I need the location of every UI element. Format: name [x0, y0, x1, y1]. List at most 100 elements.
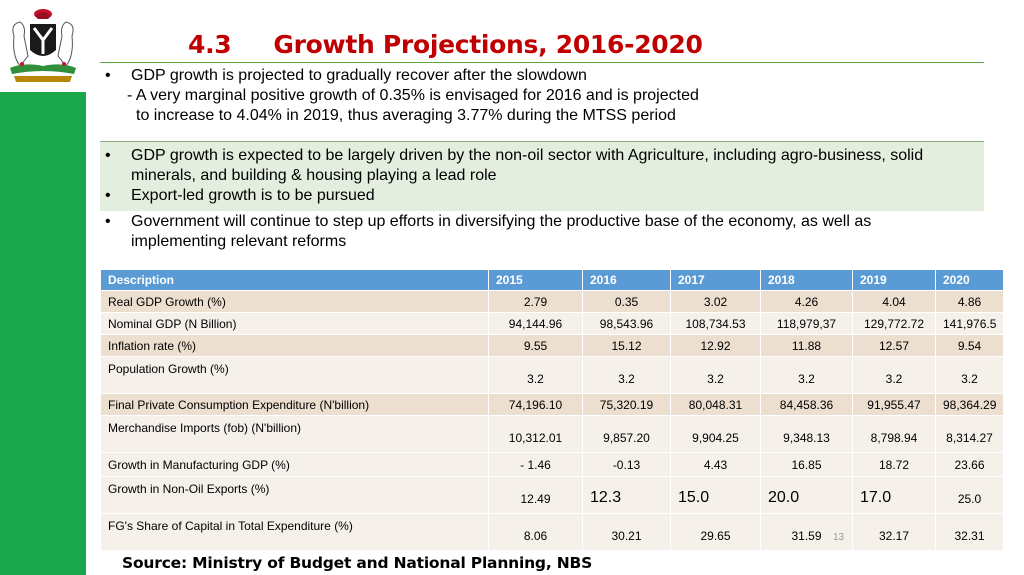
table-cell: 12.3	[582, 476, 671, 514]
table-cell: 4.04	[852, 290, 936, 313]
bullet-sub-1: - A very marginal positive growth of 0.3…	[127, 87, 699, 104]
table-row: Inflation rate (%) 9.55 15.12 12.92 11.8…	[100, 334, 1004, 357]
row-label: Real GDP Growth (%)	[100, 290, 489, 313]
table-cell: 3.2	[670, 356, 761, 394]
table-row: Growth in Manufacturing GDP (%) - 1.46 -…	[100, 452, 1004, 477]
page-number: 13	[833, 532, 845, 543]
row-label: Nominal GDP (N Billion)	[100, 312, 489, 335]
table-cell: 8,314.27	[935, 415, 1004, 453]
bullet-icon: •	[105, 147, 111, 164]
table-cell: 74,196.10	[488, 393, 583, 416]
row-label: Growth in Manufacturing GDP (%)	[100, 452, 489, 477]
table-cell: 91,955.47	[852, 393, 936, 416]
row-label: Inflation rate (%)	[100, 334, 489, 357]
bullet-export-led: • Export-led growth is to be pursued	[105, 187, 375, 204]
table-cell: 20.0	[760, 476, 853, 514]
table-cell: 17.0	[852, 476, 936, 514]
table-cell: 16.85	[760, 452, 853, 477]
table-cell: 8.06	[488, 513, 583, 551]
table-row: Merchandise Imports (fob) (N'billion) 10…	[100, 415, 1004, 453]
table-cell: 15.0	[670, 476, 761, 514]
bullet-block-2-highlighted: • GDP growth is expected to be largely dr…	[100, 141, 984, 211]
table-cell: 12.49	[488, 476, 583, 514]
table-cell: 129,772.72	[852, 312, 936, 335]
table-cell: 3.2	[935, 356, 1004, 394]
row-label: Population Growth (%)	[100, 356, 489, 394]
table-cell: 30.21	[582, 513, 671, 551]
table-cell: 25.0	[935, 476, 1004, 514]
slide-title: 4.3 Growth Projections, 2016-2020	[188, 30, 703, 59]
row-label: Final Private Consumption Expenditure (N…	[100, 393, 489, 416]
coat-of-arms-icon	[10, 9, 76, 82]
table-cell: 0.35	[582, 290, 671, 313]
table-cell: 10,312.01	[488, 415, 583, 453]
table-cell: 108,734.53	[670, 312, 761, 335]
table-cell: 12.57	[852, 334, 936, 357]
table-cell: 4.86	[935, 290, 1004, 313]
bullet-sub-2: to increase to 4.04% in 2019, thus avera…	[136, 107, 676, 124]
bullet-icon: •	[105, 67, 111, 84]
table-cell: 23.66	[935, 452, 1004, 477]
header-2017: 2017	[670, 269, 761, 291]
table-row: Population Growth (%) 3.2 3.2 3.2 3.2 3.…	[100, 356, 1004, 394]
bullet-gdp-recovery: • GDP growth is projected to gradually re…	[105, 67, 587, 84]
table-row: FG's Share of Capital in Total Expenditu…	[100, 513, 1004, 551]
table-cell: 11.88	[760, 334, 853, 357]
table-cell: 9.54	[935, 334, 1004, 357]
table-cell: 98,543.96	[582, 312, 671, 335]
header-2015: 2015	[488, 269, 583, 291]
table-cell: 15.12	[582, 334, 671, 357]
table-cell: 9,857.20	[582, 415, 671, 453]
table-cell: 3.2	[760, 356, 853, 394]
table-cell: 31.59	[760, 513, 853, 551]
table-cell: 84,458.36	[760, 393, 853, 416]
title-divider	[100, 62, 984, 63]
bullet-icon: •	[105, 213, 111, 230]
table-cell: 94,144.96	[488, 312, 583, 335]
table-cell: 80,048.31	[670, 393, 761, 416]
table-cell: 3.2	[488, 356, 583, 394]
table-cell: 118,979,37	[760, 312, 853, 335]
table-cell: 2.79	[488, 290, 583, 313]
table-cell: 32.31	[935, 513, 1004, 551]
table-cell: 8,798.94	[852, 415, 936, 453]
header-2016: 2016	[582, 269, 671, 291]
table-cell: 141,976.5	[935, 312, 1004, 335]
table-cell: 9,904.25	[670, 415, 761, 453]
row-label: Growth in Non-Oil Exports (%)	[100, 476, 489, 514]
row-label: FG's Share of Capital in Total Expenditu…	[100, 513, 489, 551]
row-label: Merchandise Imports (fob) (N'billion)	[100, 415, 489, 453]
table-cell: 29.65	[670, 513, 761, 551]
table-cell: 9,348.13	[760, 415, 853, 453]
header-2018: 2018	[760, 269, 853, 291]
bullet-non-oil-sector: • GDP growth is expected to be largely dr…	[105, 147, 924, 184]
table-cell: 3.2	[852, 356, 936, 394]
crest-panel	[0, 0, 86, 92]
bullet-diversification: • Government will continue to step up eff…	[105, 213, 872, 250]
table-header-row: Description 2015 2016 2017 2018 2019 202…	[100, 269, 1004, 291]
bullet-block-1: • GDP growth is projected to gradually re…	[100, 66, 984, 140]
table-cell: 75,320.19	[582, 393, 671, 416]
bullet-block-3: • Government will continue to step up eff…	[100, 212, 984, 254]
table-row: Growth in Non-Oil Exports (%) 12.49 12.3…	[100, 476, 1004, 514]
table-cell: 4.43	[670, 452, 761, 477]
table-cell: 98,364.29	[935, 393, 1004, 416]
table-cell: 32.17	[852, 513, 936, 551]
header-description: Description	[100, 269, 489, 291]
header-2019: 2019	[852, 269, 936, 291]
table-cell: 3.2	[582, 356, 671, 394]
source-caption: Source: Ministry of Budget and National …	[122, 554, 593, 572]
table-cell: 9.55	[488, 334, 583, 357]
table-cell: 4.26	[760, 290, 853, 313]
left-green-sidebar	[0, 0, 86, 575]
table-row: Final Private Consumption Expenditure (N…	[100, 393, 1004, 416]
table-cell: 12.92	[670, 334, 761, 357]
growth-projections-table: Description 2015 2016 2017 2018 2019 202…	[100, 269, 1004, 551]
header-2020: 2020	[935, 269, 1004, 291]
table-cell: -0.13	[582, 452, 671, 477]
table-cell: 3.02	[670, 290, 761, 313]
table-row: Nominal GDP (N Billion) 94,144.96 98,543…	[100, 312, 1004, 335]
table-cell: - 1.46	[488, 452, 583, 477]
bullet-icon: •	[105, 187, 111, 204]
table-row: Real GDP Growth (%) 2.79 0.35 3.02 4.26 …	[100, 290, 1004, 313]
